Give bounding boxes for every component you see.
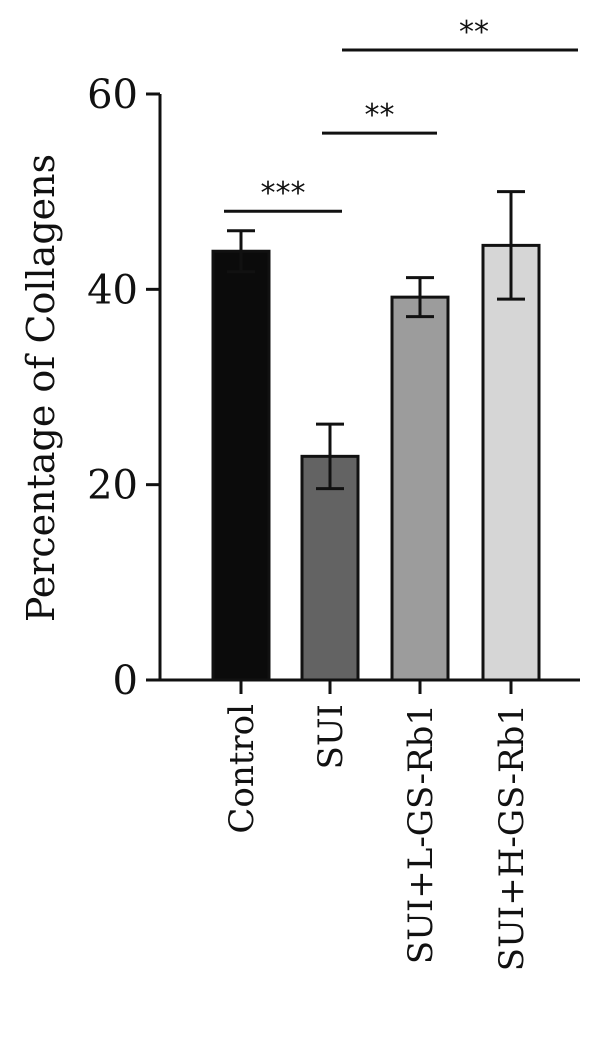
- y-tick-label: 60: [87, 72, 138, 118]
- y-tick-label: 40: [87, 267, 138, 313]
- x-tick-label: Control: [222, 704, 262, 834]
- significance-label: ***: [261, 176, 306, 211]
- x-tick-label: SUI+H-GS-Rb1: [492, 704, 532, 971]
- y-tick-label: 0: [113, 658, 138, 704]
- bar: [390, 295, 450, 682]
- y-axis-label: Percentage of Collagens: [19, 154, 63, 622]
- y-tick-label: 20: [87, 463, 138, 509]
- bar: [481, 243, 541, 682]
- significance-label: **: [459, 15, 489, 50]
- x-tick-label: SUI: [311, 704, 351, 769]
- significance-label: **: [365, 98, 395, 133]
- x-tick-label: SUI+L-GS-Rb1: [401, 704, 441, 964]
- plot-area: 0 20 40 60 Control SUI SUI+L-GS-Rb1 SUI+H-GS-Rb…: [87, 15, 580, 971]
- bar: [211, 249, 271, 682]
